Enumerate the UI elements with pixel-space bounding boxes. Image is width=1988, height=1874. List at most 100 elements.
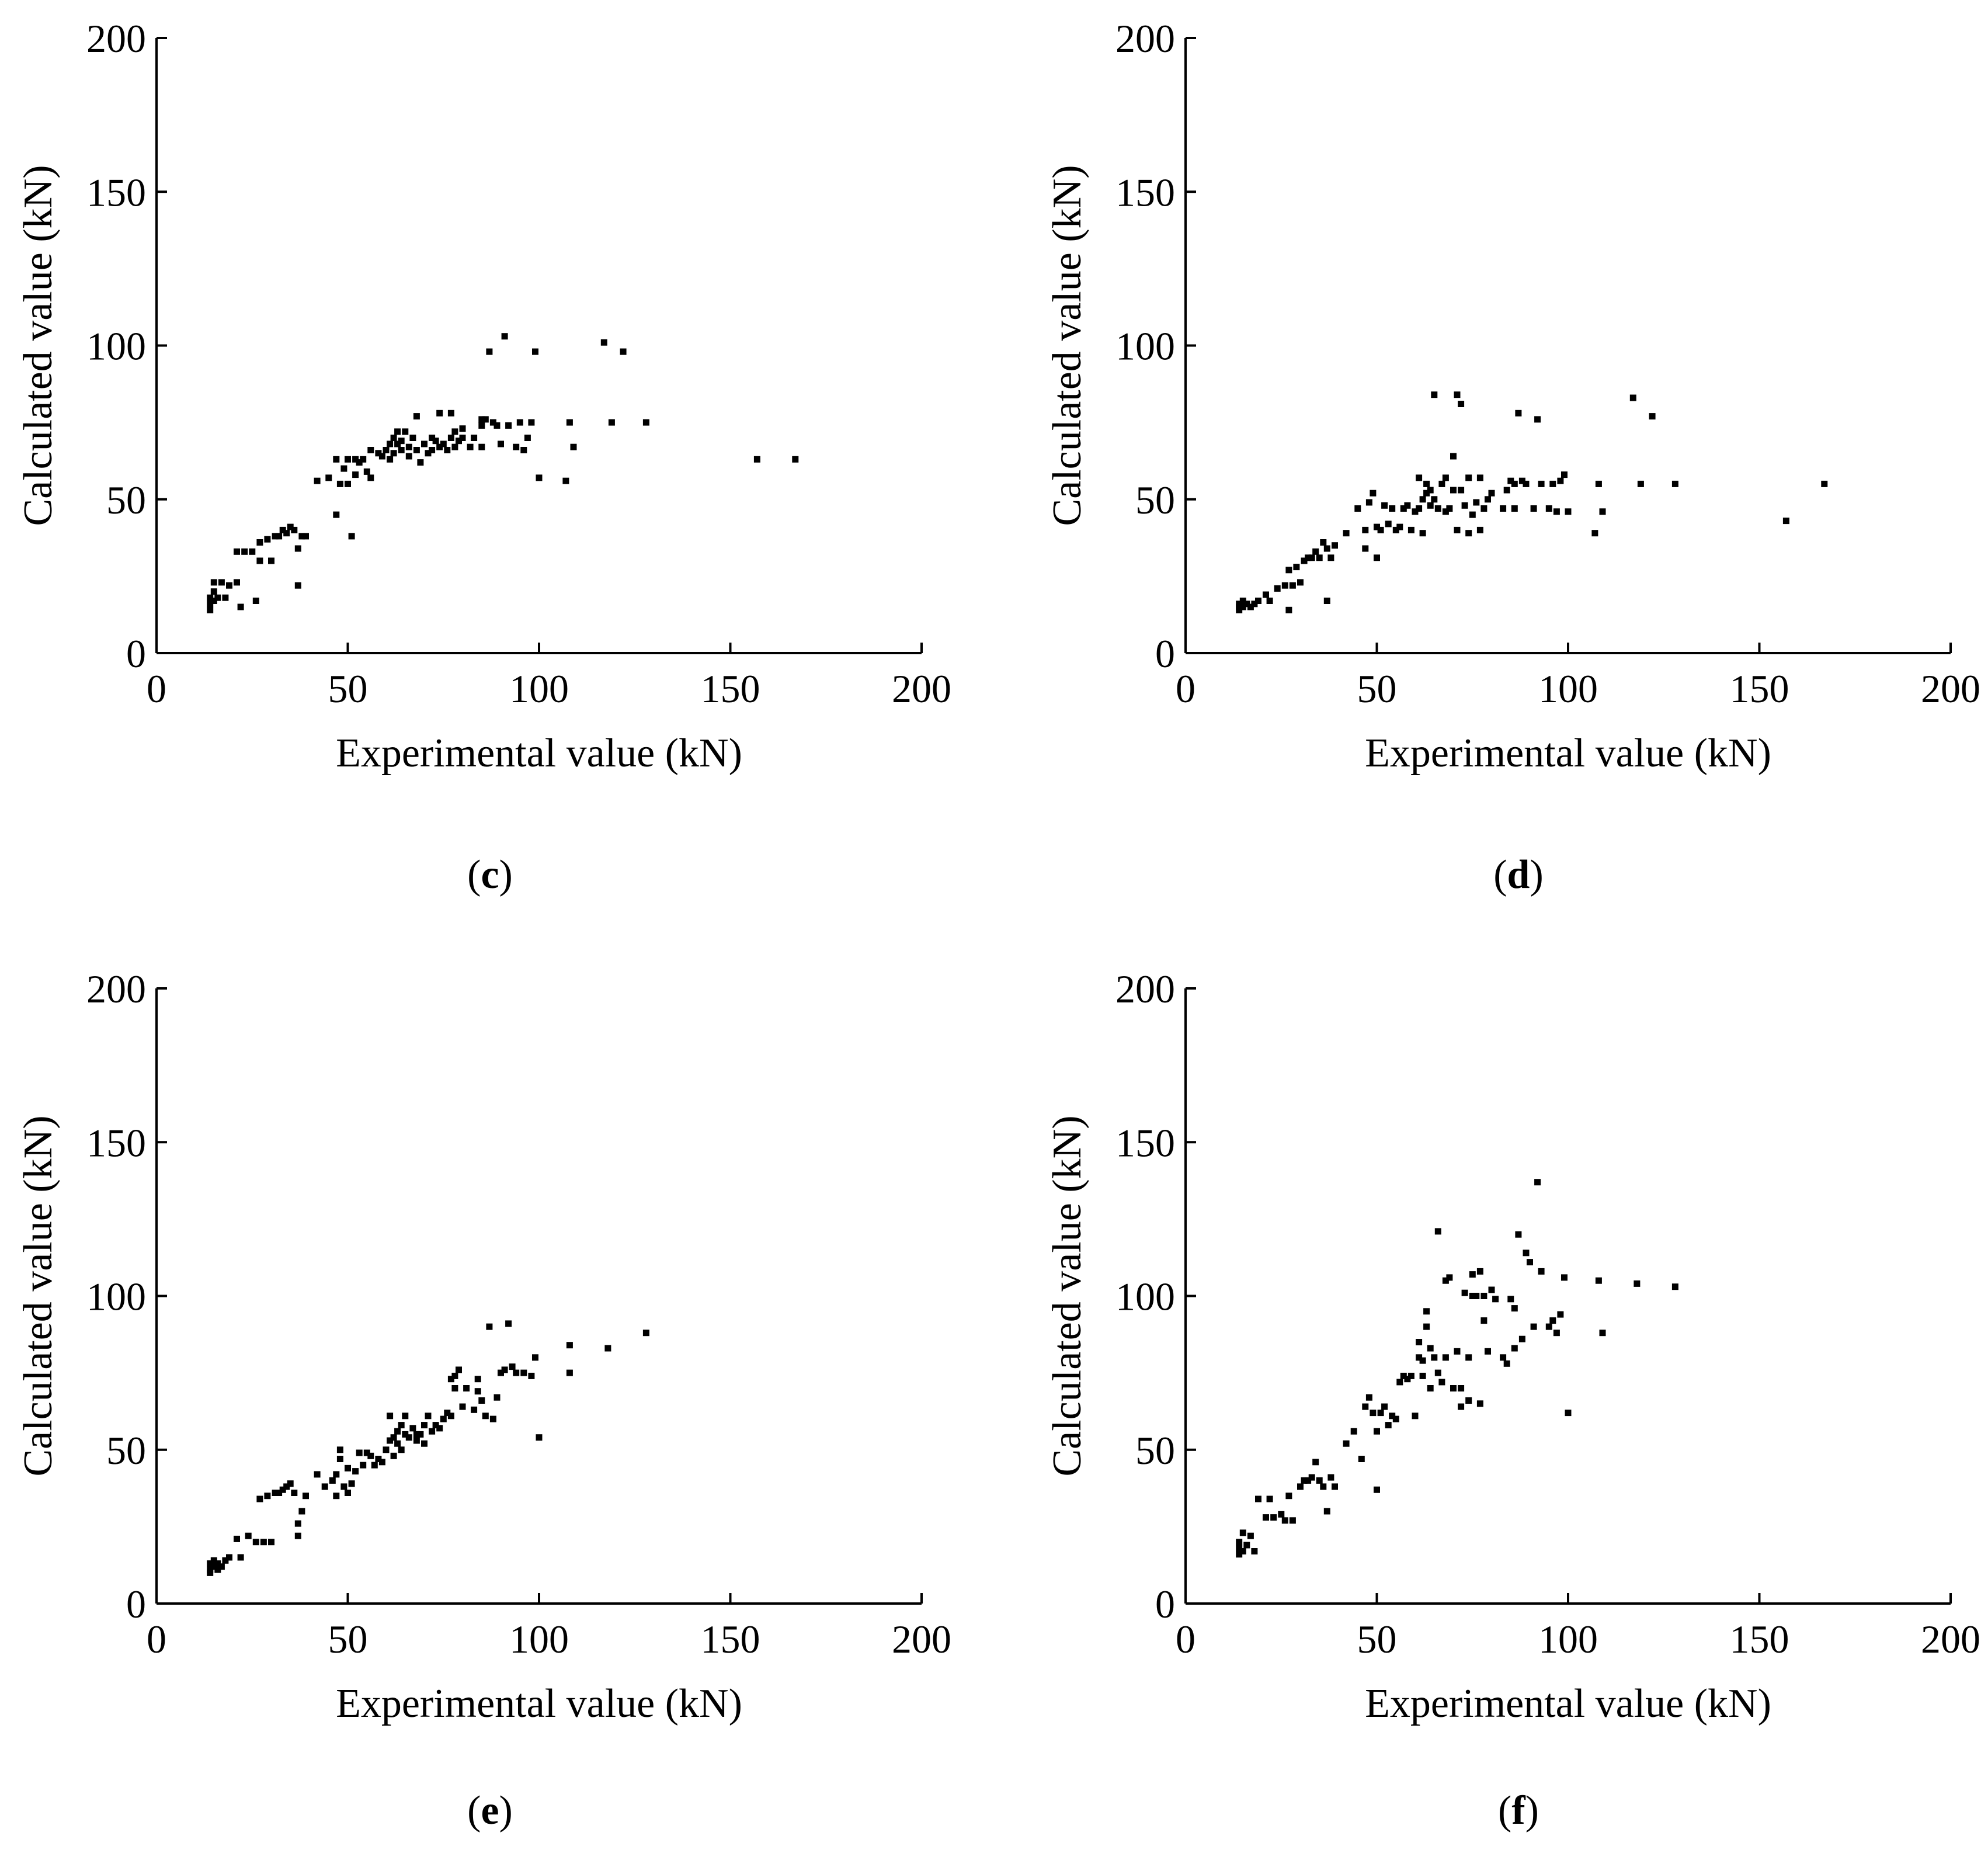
panel-d-point-70 [1469,511,1476,518]
panel-e-point-35 [340,1483,347,1490]
panel-e-y-ticks: 0 50 100 150 200 [86,967,167,1626]
panel-f-point-47 [1419,1357,1426,1364]
panel-f-point-64 [1465,1354,1472,1361]
panel-e-point-73 [451,1385,458,1391]
panel-d-point-17 [1297,579,1304,586]
panel-c-point-86 [486,348,493,355]
panel-d-y-axis-title: Calculated value (kN) [1045,165,1090,526]
panel-e-point-65 [425,1413,432,1420]
panel-f-y-tick-label: 100 [1115,1275,1175,1319]
panel-f-point-12 [1278,1511,1285,1518]
panel-c-point-59 [405,443,412,450]
panel-e-point-85 [493,1394,501,1401]
panel-e-point-5 [214,1566,221,1573]
panel-c-point-76 [451,428,458,435]
panel-c-point-44 [367,474,374,481]
panel-e-x-tick-label: 200 [892,1617,951,1661]
panel-e-point-45 [375,1456,382,1462]
panel-e-point-83 [486,1323,493,1330]
panel-d-point-60 [1446,505,1453,512]
panel-e-point-92 [528,1372,535,1379]
panel-f-point-34 [1377,1410,1384,1417]
panel-d-point-55 [1431,496,1438,503]
panel-f-y-tick-label: 200 [1115,967,1175,1011]
panel-c-point-33 [333,456,340,463]
panel-f-x-tick-label: 200 [1921,1617,1980,1661]
panel-c-point-69 [436,443,443,450]
panel-f-point-67 [1469,1293,1476,1299]
panel-e-point-91 [520,1369,527,1376]
panel-c-point-37 [345,480,351,487]
panel-f-point-87 [1538,1268,1545,1275]
panel-e-point-17 [268,1539,274,1546]
panel-d-point-95 [1595,480,1602,487]
panel-d-point-100 [1671,480,1678,487]
panel-f-point-78 [1507,1296,1514,1303]
panel-f-point-1 [1236,1545,1243,1552]
panel-c-point-9 [226,582,232,589]
panel-e-point-26 [298,1508,305,1515]
panel-f-point-50 [1427,1345,1434,1352]
panel-e-point-21 [283,1483,290,1490]
panel-e-point-48 [387,1437,394,1444]
panel-d-point-64 [1454,526,1461,533]
panel-c-point-32 [333,511,340,518]
panel-e-point-24 [294,1532,301,1539]
panel-f-point-88 [1545,1323,1552,1330]
panel-e-point-36 [345,1490,351,1496]
panel-f-point-30 [1365,1394,1372,1401]
panel-e-y-tick-label: 200 [86,967,146,1011]
panel-e-point-68 [436,1425,443,1432]
panel-e-point-52 [394,1428,401,1435]
panel-c-x-tick-label: 200 [892,667,951,711]
panel-c-point-88 [493,422,501,429]
panel-d-point-30 [1362,545,1369,552]
panel-e-point-55 [398,1446,405,1453]
panel-c-point-77 [456,438,462,445]
panel-d-point-76 [1488,490,1495,497]
panel-e-point-39 [352,1468,359,1475]
panel-e-point-88 [505,1320,512,1327]
panel-c-point-0 [207,606,214,613]
panel-f-point-16 [1297,1483,1304,1490]
panel-c-point-1 [207,601,214,608]
panel-c-point-53 [394,428,401,435]
panel-c-label: (c) [467,852,513,897]
panel-d-point-61 [1450,487,1457,494]
panel-e-point-28 [314,1471,321,1478]
panel-c-point-97 [532,348,538,355]
panel-d-point-50 [1423,490,1430,497]
panel-f-point-24 [1327,1474,1334,1481]
panel-f-point-52 [1431,1354,1438,1361]
panel-f-x-tick-label: 100 [1538,1617,1598,1661]
panel-f-point-5 [1243,1542,1250,1549]
panel-e-point-63 [421,1440,428,1447]
panel-d-point-56 [1434,505,1441,512]
panel-f-point-45 [1416,1354,1423,1361]
panel-e-point-16 [264,1493,271,1500]
panel-d-point-16 [1293,564,1300,571]
panel-f-point-76 [1500,1354,1507,1361]
panel-e-point-59 [409,1425,416,1432]
panel-f-point-70 [1476,1268,1483,1275]
panel-e-point-71 [447,1413,454,1420]
panel-d-point-3 [1239,598,1246,604]
panel-d-point-12 [1281,582,1288,589]
panel-f-point-93 [1565,1410,1572,1417]
panel-c-point-47 [378,453,385,460]
panel-e-point-76 [459,1403,466,1410]
panel-e-point-8 [222,1557,229,1564]
panel-c-point-75 [451,443,458,450]
panel-d-point-57 [1438,480,1445,487]
panel-f-y-tick-label: 150 [1115,1120,1175,1165]
panel-d-point-36 [1377,526,1384,533]
panel-d-point-21 [1312,548,1319,555]
panel-f-point-89 [1549,1317,1556,1324]
panel-c-x-tick-label: 100 [509,667,569,711]
panel-f-point-77 [1503,1360,1510,1367]
panel-f-label: (f) [1498,1788,1539,1833]
panel-c-point-12 [237,603,244,610]
panel-c-point-20 [272,533,279,540]
panel-f-x-tick-label: 50 [1357,1617,1397,1661]
